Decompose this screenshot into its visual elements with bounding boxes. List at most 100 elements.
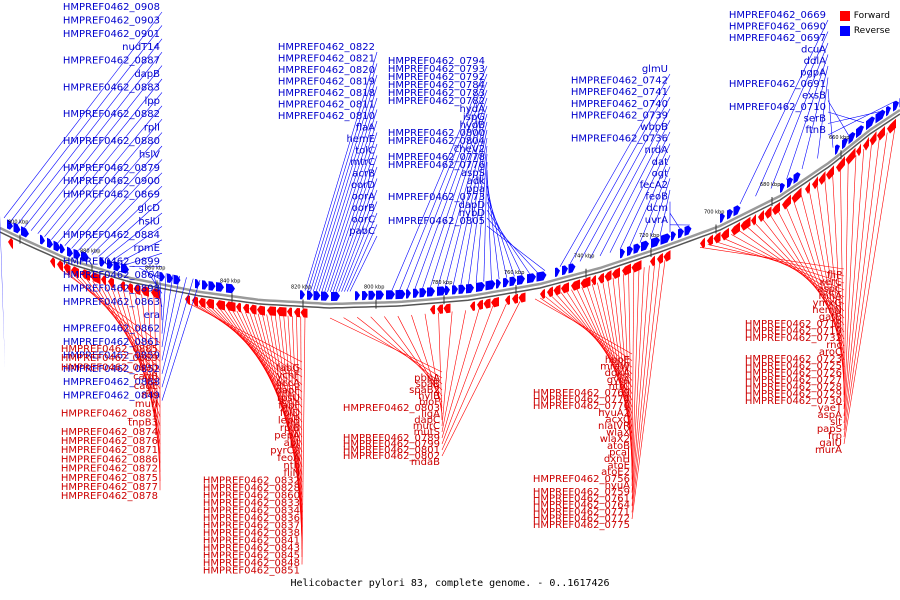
reverse-gene-feature: [866, 116, 875, 131]
leader-line: [832, 173, 845, 389]
leader-line: [817, 77, 829, 159]
gene-label-hmpref0462_0718: HMPREF0462_0718: [745, 319, 842, 330]
leader-line: [770, 42, 829, 189]
gene-label-hmpref0462_0851: HMPREF0462_0851: [203, 566, 300, 577]
gene-label-hmpref0462_0876: HMPREF0462_0876: [61, 436, 158, 447]
gene-label-hmpref0462_0882: HMPREF0462_0882: [63, 109, 160, 120]
forward-gene-feature: [257, 305, 265, 316]
leader-line: [44, 92, 163, 237]
gene-label-lepb: lepB: [278, 416, 300, 427]
gene-label-dcua: dcuA: [801, 45, 826, 56]
reverse-gene-feature: [555, 267, 560, 277]
leader-line: [370, 316, 443, 391]
gene-label-nlaivr: nlaIVR: [598, 421, 630, 432]
reverse-gene-feature: [476, 281, 485, 292]
forward-gene-feature: [50, 257, 55, 269]
gene-label-chev2: cheV2: [454, 144, 485, 155]
reverse-gene-feature: [620, 248, 625, 259]
forward-gene-feature: [731, 222, 740, 236]
gene-label-acca: accA: [276, 378, 300, 389]
gene-label-mtrc: mtrC: [350, 157, 375, 168]
reverse-gene-feature: [331, 291, 340, 301]
scale-tick-label: 660 kbp: [829, 135, 849, 141]
reverse-gene-feature: [509, 276, 517, 287]
gene-label-mdab: mdaB: [411, 457, 440, 468]
leader-line: [441, 303, 507, 451]
gene-label-hmpref0462_0888: HMPREF0462_0888: [63, 377, 160, 388]
forward-gene-feature: [512, 293, 518, 304]
leader-line: [840, 167, 845, 396]
leader-line: [571, 289, 633, 401]
gene-label-nudt14: nudT14: [122, 42, 160, 53]
leader-line: [338, 189, 378, 292]
gene-label-spab: spaB: [415, 379, 440, 390]
reverse-gene-feature: [321, 291, 329, 301]
gene-label-lpp: lpp: [145, 96, 160, 107]
leader-line: [843, 161, 849, 403]
reverse-gene-feature: [427, 287, 435, 297]
leader-line: [141, 294, 161, 463]
leader-line: [475, 153, 488, 283]
gene-label-hmpref0462_0710: HMPREF0462_0710: [729, 102, 826, 113]
figure-caption: Helicobacter pylori 83, complete genome.…: [290, 578, 610, 589]
gene-label-hmpref0462_0804: HMPREF0462_0804: [388, 136, 485, 147]
gene-label-hmpref0462_0732: HMPREF0462_0732: [745, 333, 842, 344]
leader-line: [827, 100, 849, 136]
reverse-gene-feature: [7, 219, 13, 230]
gene-label-rho: rho: [142, 390, 158, 401]
leader-line: [356, 316, 443, 385]
gene-label-adk: adk: [467, 176, 485, 187]
reverse-gene-feature: [445, 285, 450, 296]
gene-label-hmpref0462_0864: HMPREF0462_0864: [63, 270, 160, 281]
gene-label-hmpref0462_0875: HMPREF0462_0875: [61, 473, 158, 484]
leader-line: [84, 172, 163, 253]
gene-label-hmpref0462_0848: HMPREF0462_0848: [203, 558, 300, 569]
gene-label-hmpref0462_0901: HMPREF0462_0901: [63, 29, 160, 40]
leader-line: [843, 155, 857, 410]
scale-ticks: 900 kbp 880 kbp 860 kbp 840 kbp 820 kbp 800 k…: [8, 135, 849, 309]
scale-tick-label: 740 kbp: [574, 254, 594, 260]
scale-tick-label: 780 kbp: [432, 280, 452, 286]
leader-line: [441, 310, 467, 433]
gene-label-hmpref0462_0819: HMPREF0462_0819: [278, 77, 375, 88]
gene-label-hmpref0462_0885: HMPREF0462_0885: [61, 344, 158, 355]
label-leader-lines: [3, 11, 896, 565]
leader-line: [808, 190, 845, 368]
leader-line: [153, 296, 161, 482]
reverse-gene-feature: [660, 233, 671, 245]
forward-gene-feature: [707, 234, 713, 246]
scale-tick-label: 860 kbp: [145, 265, 165, 271]
forward-gene-feature: [663, 250, 671, 262]
leader-line: [91, 185, 163, 255]
reverse-gene-feature: [300, 290, 305, 300]
scale-tick-label: 820 kbp: [291, 284, 311, 290]
reverse-gene-feature: [720, 213, 725, 223]
leader-line: [397, 315, 443, 403]
gene-label-hope: hopE: [605, 355, 630, 366]
reverse-gene-feature: [195, 279, 200, 289]
gene-label-hmpref0462_0697: HMPREF0462_0697: [729, 33, 826, 44]
gene-features: [0, 98, 900, 369]
gene-label-cagb: cagB: [133, 372, 158, 383]
reverse-gene-feature: [651, 237, 660, 248]
scale-tick-label: 700 kbp: [704, 209, 724, 215]
leader-line: [639, 166, 671, 243]
leader-line: [30, 65, 163, 231]
leader-line: [437, 113, 488, 287]
gene-label-dat: dat: [652, 157, 668, 168]
leader-line: [283, 315, 303, 528]
leader-line: [287, 315, 303, 535]
leader-line: [699, 247, 845, 270]
leader-line: [51, 105, 163, 240]
reverse-gene-feature: [113, 261, 121, 272]
reverse-gene-feature: [684, 225, 692, 237]
gene-label-uvra: uvrA: [645, 215, 668, 226]
reverse-gene-feature: [81, 251, 89, 262]
reverse-gene-feature: [21, 226, 29, 238]
forward-gene-feature: [249, 304, 257, 315]
scale-tick-label: 800 kbp: [364, 285, 384, 291]
gene-label-hmpref0462_0884: HMPREF0462_0884: [63, 230, 160, 241]
leader-line: [589, 108, 671, 259]
leader-line: [335, 178, 378, 292]
